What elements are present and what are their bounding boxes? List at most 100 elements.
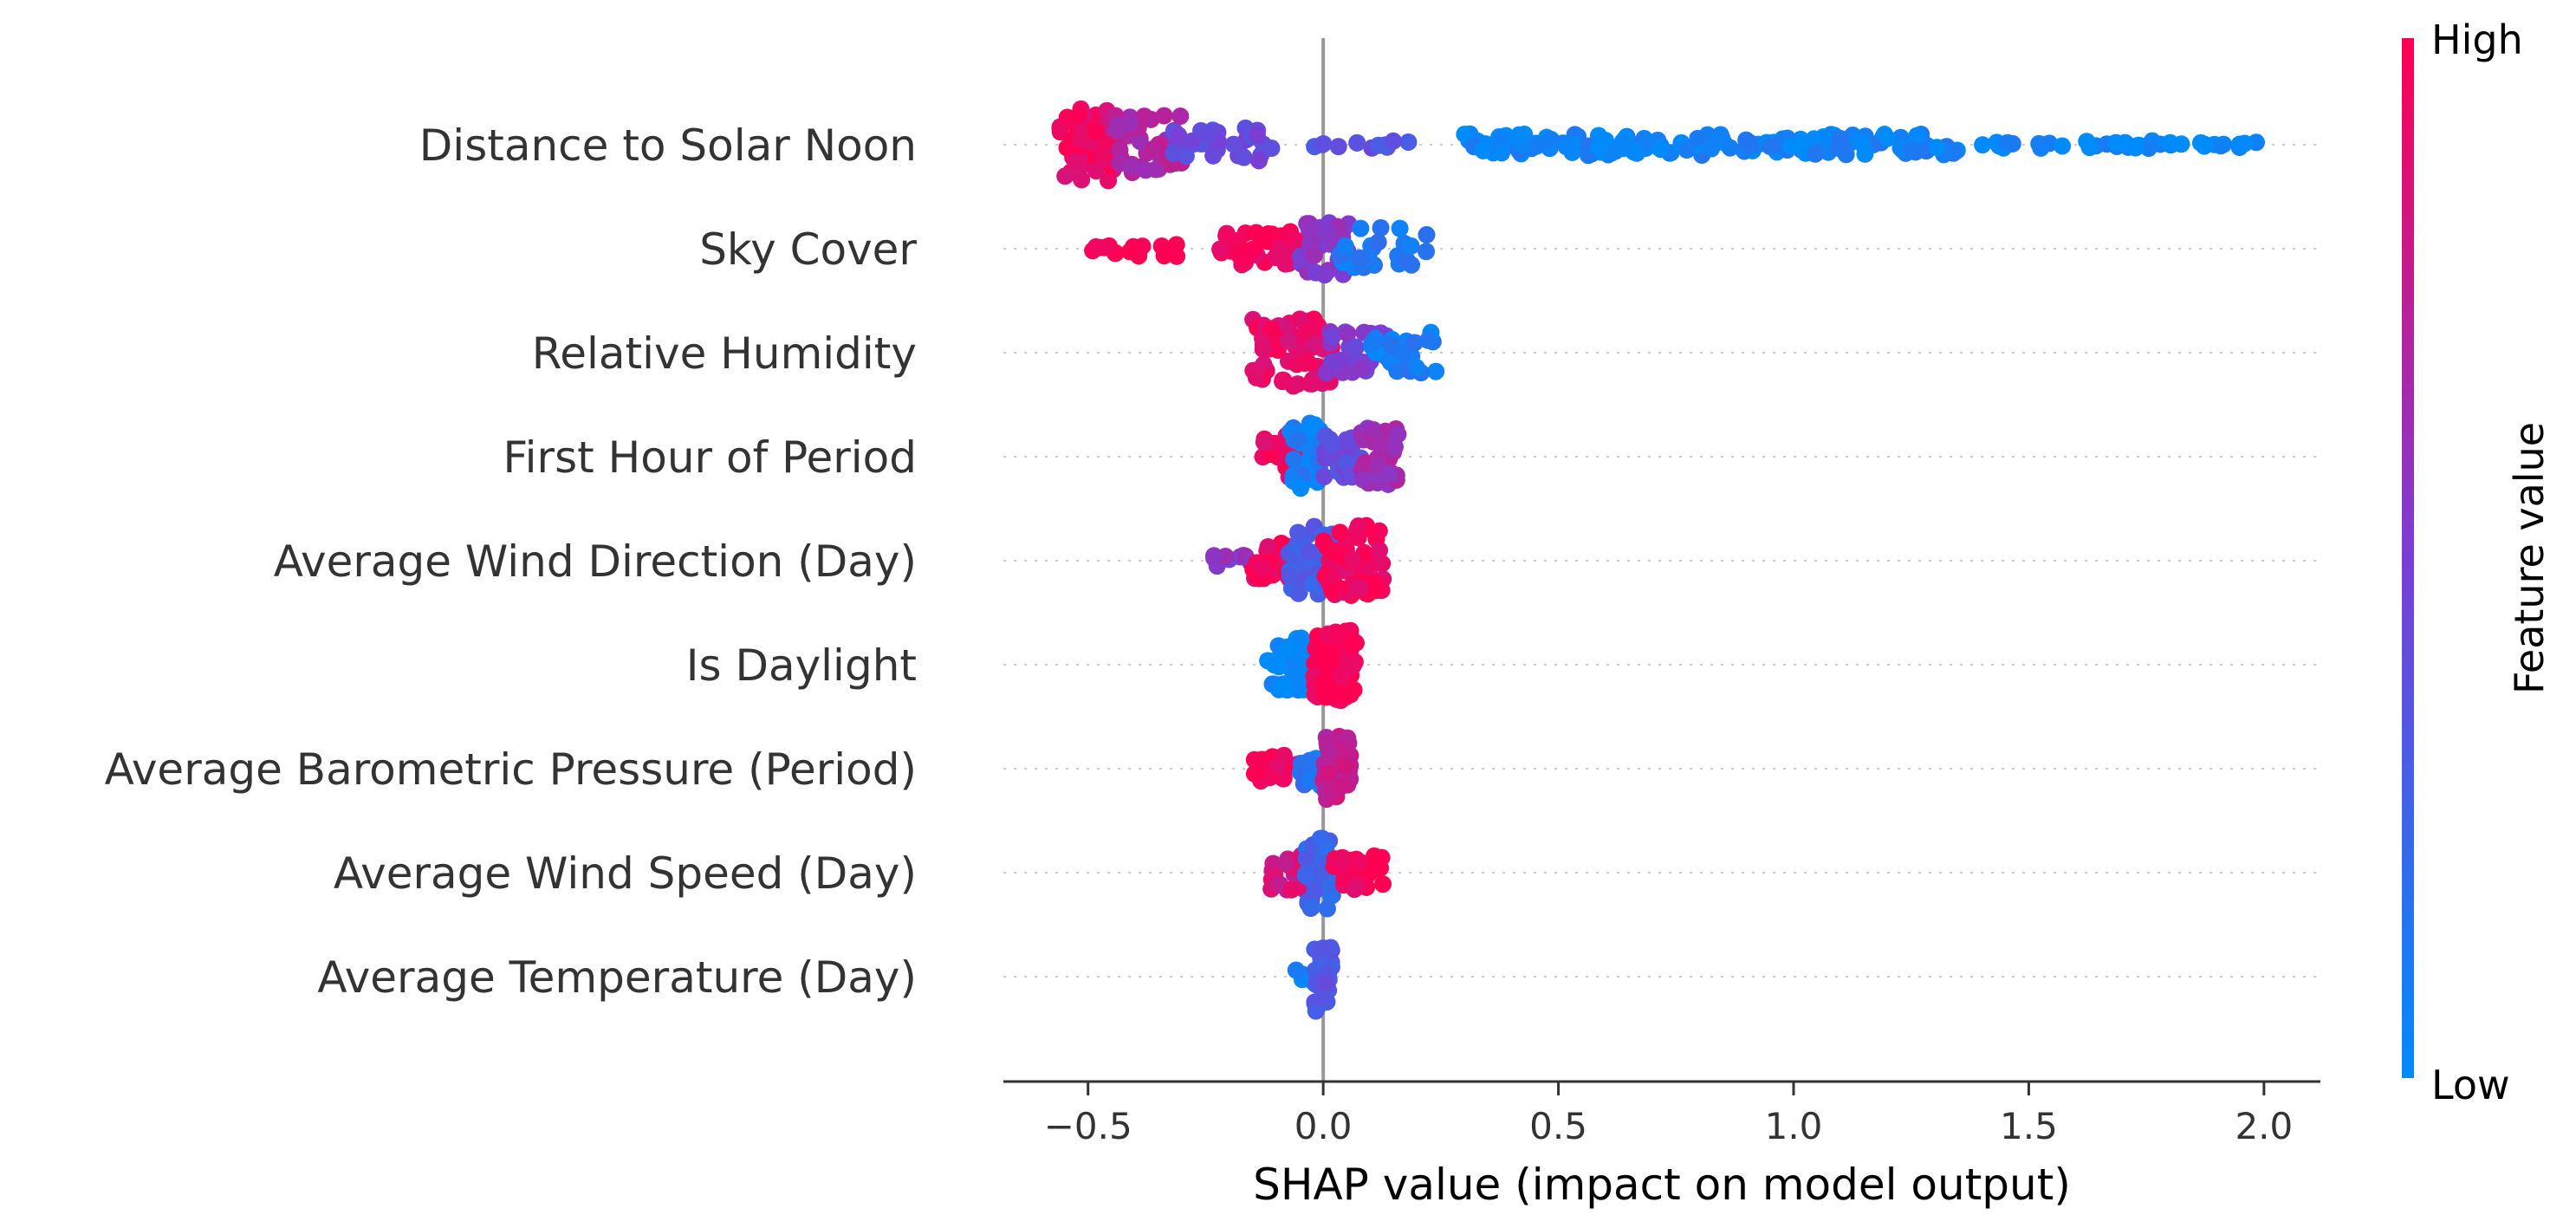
shap-point <box>1349 517 1367 536</box>
shap-point <box>1183 132 1201 150</box>
shap-point <box>2126 139 2145 157</box>
shap-point <box>1311 640 1329 659</box>
shap-point <box>1407 359 1425 377</box>
x-tick-label: 0.0 <box>1294 1105 1353 1147</box>
shap-point <box>1394 345 1412 363</box>
shap-point <box>1366 849 1384 867</box>
shap-point <box>1311 829 1329 848</box>
shap-point <box>1306 882 1324 900</box>
shap-point <box>1304 575 1322 594</box>
shap-point <box>1254 340 1272 358</box>
shap-point <box>1456 125 1474 143</box>
shap-point <box>1677 141 1696 159</box>
shap-point <box>1265 656 1283 674</box>
shap-point <box>1236 249 1254 267</box>
shap-point <box>2215 135 2233 153</box>
shap-point <box>1360 560 1379 578</box>
shap-point <box>1590 138 1608 156</box>
feature-label: Relative Humidity <box>532 328 917 379</box>
shap-point <box>1303 898 1321 916</box>
shap-point <box>1211 240 1230 258</box>
shap-point <box>1314 532 1333 550</box>
shap-point <box>1100 172 1118 190</box>
shap-point <box>1337 867 1355 886</box>
shap-point <box>1317 688 1335 706</box>
shap-point <box>1557 138 1575 156</box>
shap-point <box>1405 334 1424 352</box>
shap-point <box>1352 219 1370 237</box>
colorbar-title: Feature value <box>2506 422 2553 694</box>
shap-point <box>2054 137 2072 155</box>
colorbar-gradient <box>2402 38 2414 1078</box>
shap-point <box>1262 140 1281 158</box>
shap-point <box>1320 764 1338 783</box>
shap-point <box>1372 435 1390 453</box>
shap-point <box>1492 131 1510 149</box>
shap-point <box>1353 471 1372 489</box>
beeswarm-points <box>1051 100 2266 1020</box>
shap-point <box>1289 431 1307 449</box>
shap-point <box>1329 629 1347 647</box>
shap-point <box>1391 219 1409 237</box>
shap-point <box>1093 145 1112 163</box>
shap-point <box>1711 126 1729 144</box>
x-axis: −0.5 0.0 0.5 1.0 1.5 2.0 <box>1003 1080 2320 1147</box>
shap-point <box>1903 140 1921 159</box>
shap-point <box>1109 116 1127 134</box>
shap-point <box>1271 679 1289 697</box>
shap-point <box>1204 146 1223 165</box>
shap-point <box>1255 433 1273 452</box>
shap-point <box>1303 374 1321 393</box>
shap-point <box>1974 136 1992 154</box>
feature-label: Average Barometric Pressure (Period) <box>105 744 917 795</box>
shap-point <box>1510 126 1528 144</box>
shap-point <box>1331 351 1349 369</box>
shap-point <box>1331 523 1349 542</box>
shap-point <box>1306 654 1324 672</box>
row-gridlines <box>1003 144 2320 978</box>
shap-point <box>1319 738 1337 757</box>
shap-point <box>1297 865 1315 883</box>
shap-point <box>1292 479 1310 497</box>
shap-point <box>1369 233 1387 251</box>
shap-point <box>1291 650 1309 668</box>
shap-point <box>1371 542 1389 560</box>
shap-point <box>1351 853 1369 871</box>
shap-point <box>1301 221 1319 239</box>
shap-point <box>1137 161 1155 179</box>
x-tick-label: −0.5 <box>1044 1105 1132 1147</box>
shap-point <box>1367 582 1385 600</box>
shap-point <box>1351 579 1369 597</box>
shap-point <box>1831 129 1849 147</box>
shap-point <box>1205 547 1223 565</box>
shap-point <box>1339 324 1357 342</box>
shap-point <box>1318 900 1336 918</box>
feature-labels: Distance to Solar Noon Sky Cover Relative … <box>105 120 918 1003</box>
shap-point <box>1153 237 1171 256</box>
shap-point <box>1111 141 1129 159</box>
shap-point <box>1261 769 1279 787</box>
shap-point <box>1380 465 1398 483</box>
shap-point <box>1067 153 1085 171</box>
feature-label: Average Wind Direction (Day) <box>274 536 917 587</box>
shap-point <box>1317 364 1335 382</box>
shap-point <box>1737 131 1755 149</box>
feature-label: Is Daylight <box>686 640 917 691</box>
shap-point <box>1329 138 1347 156</box>
shap-point <box>1254 559 1272 577</box>
shap-point <box>1389 426 1407 444</box>
colorbar-high-label: High <box>2431 16 2523 63</box>
shap-point <box>1282 880 1301 899</box>
shap-point <box>1348 133 1366 152</box>
shap-point <box>1351 249 1369 267</box>
shap-point <box>1155 107 1173 125</box>
shap-point <box>1315 266 1333 284</box>
shap-point <box>1070 107 1088 125</box>
shap-point <box>1402 237 1420 255</box>
shap-point <box>1427 362 1445 380</box>
feature-label: Sky Cover <box>699 224 917 275</box>
shap-point <box>1224 135 1243 153</box>
shap-point <box>1171 107 1190 126</box>
